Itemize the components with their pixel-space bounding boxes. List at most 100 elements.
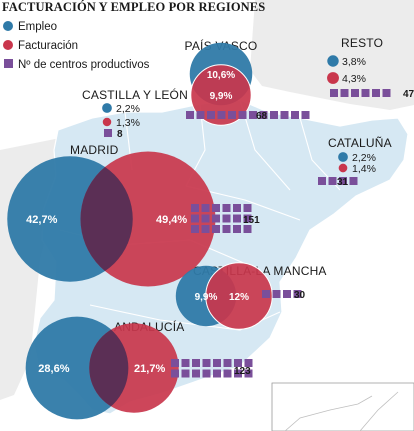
centros-square-pais-vasco: [196, 111, 205, 119]
label-centros-madrid: 151: [243, 215, 260, 226]
centros-square-andalucia: [234, 369, 242, 378]
centros-square-madrid: [243, 214, 252, 223]
centros-square-andalucia: [202, 359, 211, 367]
neighbor-land-france: [250, 0, 414, 110]
label-facturacion-andalucia: 21,7%: [134, 363, 165, 375]
centros-square-castilla-la-mancha: [293, 290, 302, 298]
centros-square-resto: [372, 89, 380, 97]
centros-square-andalucia: [223, 359, 232, 367]
label-facturacion-cataluna: 1,4%: [352, 163, 376, 175]
centros-square-madrid: [191, 214, 199, 223]
label-centros-castilla-la-mancha: 30: [294, 290, 306, 301]
centros-square-castilla-la-mancha: [262, 290, 270, 298]
bubble-overlap-andalucia: [89, 323, 129, 413]
label-centros-pais-vasco: 68: [256, 111, 268, 122]
centros-square-madrid: [233, 214, 241, 223]
centros-square-madrid: [243, 225, 252, 233]
label-empleo-castilla-y-leon: 2,2%: [116, 103, 140, 115]
label-centros-andalucia: 123: [234, 366, 251, 377]
centros-square-pais-vasco: [186, 111, 194, 119]
centros-square-madrid: [212, 214, 220, 223]
centros-square-pais-vasco: [270, 111, 278, 119]
label-empleo-castilla-la-mancha: 9,9%: [195, 292, 218, 303]
centros-square-resto: [361, 89, 370, 97]
centros-square-pais-vasco: [301, 111, 310, 119]
legend-centros-label: Nº de centros productivos: [18, 59, 150, 71]
label-facturacion-castilla-la-mancha: 12%: [229, 292, 249, 303]
centros-square-madrid: [201, 225, 210, 233]
legend-empleo-marker: [3, 21, 13, 31]
region-name-resto: RESTO: [341, 36, 383, 50]
centros-square-madrid: [201, 204, 210, 212]
centros-square-castilla-y-leon: [104, 129, 112, 137]
page-title: FACTURACIÓN Y EMPLEO POR REGIONES: [2, 0, 266, 14]
centros-square-andalucia: [244, 359, 253, 367]
centros-square-resto: [340, 89, 349, 97]
label-empleo-cataluna: 2,2%: [352, 152, 376, 164]
legend: Empleo Facturación Nº de centros product…: [3, 21, 150, 71]
bubble-facturacion-castilla-y-leon: [102, 117, 112, 127]
legend-facturacion-label: Facturación: [18, 40, 78, 52]
region-name-castilla-y-leon: CASTILLA Y LEÓN: [82, 87, 188, 102]
centros-square-andalucia: [171, 359, 179, 367]
centros-square-andalucia: [192, 359, 200, 367]
centros-square-madrid: [233, 225, 241, 233]
region-marks: PAÍS VASCO10,6%9,9%68RESTO3,8%4,3%47CAST…: [7, 36, 414, 420]
centros-square-andalucia: [234, 359, 242, 367]
centros-square-pais-vasco: [238, 111, 247, 119]
bubble-facturacion-resto: [327, 72, 339, 84]
bubble-overlap-madrid: [80, 156, 133, 282]
bubble-facturacion-pais-vasco: [190, 64, 252, 126]
centros-square-andalucia: [181, 359, 190, 367]
label-facturacion-madrid: 49,4%: [156, 214, 187, 226]
region-name-madrid: MADRID: [70, 143, 119, 157]
bubble-empleo-cataluna: [338, 152, 348, 162]
centros-square-pais-vasco: [249, 111, 257, 119]
centros-square-madrid: [212, 225, 220, 233]
bubble-facturacion-castilla-la-mancha: [205, 262, 273, 330]
centros-square-madrid: [222, 204, 231, 212]
label-empleo-madrid: 42,7%: [26, 214, 57, 226]
centros-square-pais-vasco: [291, 111, 299, 119]
centros-square-madrid: [191, 204, 199, 212]
inset-coastline: [284, 391, 399, 431]
centros-square-andalucia: [202, 369, 211, 378]
label-empleo-resto: 3,8%: [342, 56, 366, 68]
legend-centros-marker: [4, 59, 13, 68]
centros-square-madrid: [212, 204, 220, 212]
label-centros-castilla-y-leon: 8: [117, 129, 123, 140]
centros-square-andalucia: [244, 369, 253, 378]
label-empleo-pais-vasco: 10,6%: [207, 70, 235, 81]
centros-square-madrid: [243, 204, 252, 212]
region-name-cataluna: CATALUÑA: [328, 136, 392, 150]
label-facturacion-resto: 4,3%: [342, 73, 366, 85]
legend-facturacion-marker: [3, 40, 13, 50]
centros-square-cataluna: [328, 177, 337, 185]
centros-square-resto: [330, 89, 338, 97]
centros-square-andalucia: [181, 369, 190, 378]
label-empleo-andalucia: 28,6%: [38, 363, 69, 375]
centros-square-castilla-la-mancha: [283, 290, 291, 298]
centros-square-cataluna: [339, 177, 347, 185]
centros-square-pais-vasco: [280, 111, 289, 119]
bubble-facturacion-cataluna: [338, 163, 348, 173]
label-centros-cataluna: 31: [337, 177, 349, 188]
bubble-empleo-castilla-y-leon: [102, 103, 112, 113]
centros-square-madrid: [222, 214, 231, 223]
centros-square-pais-vasco: [259, 111, 268, 119]
centros-square-pais-vasco: [228, 111, 236, 119]
centros-square-cataluna: [318, 177, 326, 185]
centros-square-madrid: [222, 225, 231, 233]
centros-square-pais-vasco: [207, 111, 215, 119]
centros-square-andalucia: [192, 369, 200, 378]
centros-square-andalucia: [171, 369, 179, 378]
legend-empleo-label: Empleo: [18, 21, 57, 33]
centros-square-pais-vasco: [217, 111, 226, 119]
centros-square-resto: [351, 89, 359, 97]
centros-square-cataluna: [349, 177, 358, 185]
centros-square-madrid: [201, 214, 210, 223]
centros-square-resto: [382, 89, 391, 97]
label-facturacion-pais-vasco: 9,9%: [210, 91, 233, 102]
